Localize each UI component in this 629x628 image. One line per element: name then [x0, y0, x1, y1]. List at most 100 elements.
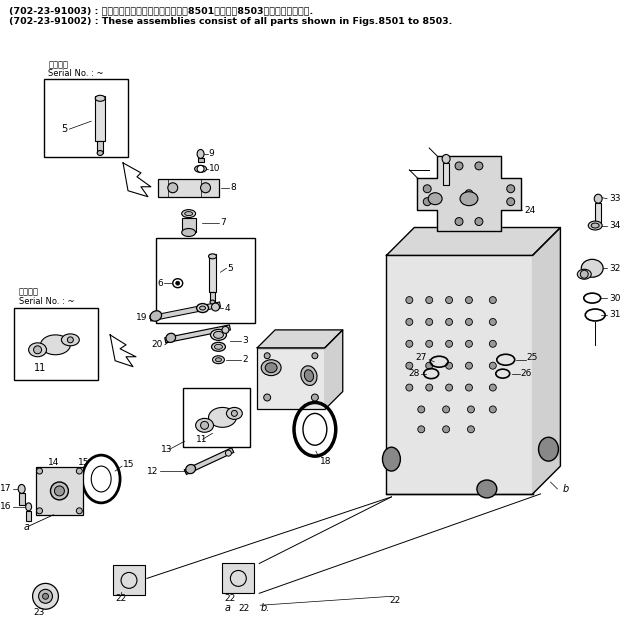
- Circle shape: [36, 468, 43, 474]
- Text: 28: 28: [408, 369, 420, 378]
- Bar: [113, 565, 145, 595]
- Bar: [209, 254, 216, 292]
- Bar: [386, 256, 533, 494]
- Circle shape: [406, 318, 413, 325]
- Ellipse shape: [197, 303, 209, 313]
- Circle shape: [201, 183, 211, 193]
- Bar: [595, 203, 601, 222]
- Ellipse shape: [261, 360, 281, 376]
- Circle shape: [67, 337, 74, 343]
- Text: 16: 16: [0, 502, 12, 511]
- Text: 適用号機: 適用号機: [48, 60, 69, 69]
- Ellipse shape: [173, 279, 182, 288]
- Bar: [26, 511, 31, 521]
- Text: 32: 32: [609, 264, 620, 273]
- Circle shape: [465, 362, 472, 369]
- Text: 1: 1: [331, 373, 338, 382]
- Ellipse shape: [460, 192, 478, 205]
- Ellipse shape: [577, 269, 591, 279]
- Circle shape: [55, 486, 64, 496]
- Circle shape: [418, 406, 425, 413]
- Polygon shape: [417, 156, 521, 232]
- Ellipse shape: [196, 418, 213, 432]
- Text: 10: 10: [209, 165, 220, 173]
- Ellipse shape: [194, 165, 206, 172]
- Ellipse shape: [210, 300, 215, 304]
- Circle shape: [467, 426, 474, 433]
- Text: 23: 23: [33, 608, 44, 617]
- Circle shape: [489, 318, 496, 325]
- Circle shape: [443, 426, 450, 433]
- Text: 12: 12: [147, 467, 158, 475]
- Circle shape: [489, 296, 496, 303]
- Ellipse shape: [211, 342, 225, 351]
- Text: 2: 2: [242, 355, 248, 364]
- Text: (702-23-91002) : These assemblies consist of all parts shown in Figs.8501 to 850: (702-23-91002) : These assemblies consis…: [9, 17, 452, 26]
- Text: 22: 22: [116, 594, 126, 603]
- Circle shape: [507, 185, 515, 193]
- Ellipse shape: [591, 223, 599, 228]
- Ellipse shape: [182, 229, 196, 237]
- Text: a: a: [225, 604, 230, 613]
- Text: 17: 17: [0, 484, 12, 494]
- Text: 3: 3: [242, 337, 248, 345]
- Text: 15: 15: [123, 460, 135, 468]
- Polygon shape: [386, 227, 560, 256]
- Bar: [36, 467, 83, 515]
- Ellipse shape: [213, 355, 225, 364]
- Circle shape: [406, 296, 413, 303]
- Circle shape: [423, 185, 431, 193]
- Text: (702-23-91003) : これらのアセンブリの構成品は図8501図から図8503まででございます.: (702-23-91003) : これらのアセンブリの構成品は図8501図から図…: [9, 6, 313, 15]
- Ellipse shape: [209, 408, 237, 427]
- Circle shape: [445, 340, 452, 347]
- Ellipse shape: [95, 95, 105, 101]
- Ellipse shape: [477, 480, 497, 498]
- Text: 6: 6: [157, 279, 163, 288]
- Circle shape: [443, 406, 450, 413]
- Bar: [210, 292, 215, 302]
- Ellipse shape: [581, 259, 603, 277]
- Circle shape: [475, 217, 483, 225]
- Ellipse shape: [588, 221, 602, 230]
- Circle shape: [36, 508, 43, 514]
- Text: 25: 25: [526, 353, 538, 362]
- Text: 4: 4: [225, 303, 230, 313]
- Polygon shape: [325, 330, 343, 409]
- Text: 7: 7: [220, 218, 226, 227]
- Text: 14: 14: [48, 458, 59, 467]
- Circle shape: [465, 296, 472, 303]
- Ellipse shape: [62, 334, 79, 346]
- Circle shape: [201, 421, 209, 430]
- Ellipse shape: [18, 484, 25, 494]
- Circle shape: [406, 340, 413, 347]
- Bar: [14, 308, 98, 379]
- Ellipse shape: [382, 447, 401, 471]
- Bar: [158, 179, 220, 197]
- Ellipse shape: [97, 151, 103, 156]
- Ellipse shape: [538, 437, 559, 461]
- Ellipse shape: [186, 465, 196, 474]
- Circle shape: [175, 281, 180, 285]
- Bar: [182, 217, 196, 232]
- Text: b: b: [562, 484, 569, 494]
- Bar: [43, 79, 128, 157]
- Ellipse shape: [199, 306, 206, 310]
- Ellipse shape: [594, 194, 602, 203]
- Circle shape: [33, 583, 58, 609]
- Circle shape: [168, 183, 178, 193]
- Text: 9: 9: [209, 149, 214, 158]
- Ellipse shape: [40, 335, 70, 355]
- Ellipse shape: [166, 333, 175, 342]
- Circle shape: [489, 362, 496, 369]
- Polygon shape: [533, 227, 560, 494]
- Ellipse shape: [150, 311, 162, 322]
- Ellipse shape: [26, 503, 31, 511]
- Circle shape: [445, 362, 452, 369]
- Ellipse shape: [222, 327, 229, 333]
- Circle shape: [489, 406, 496, 413]
- Bar: [223, 563, 254, 593]
- Text: 33: 33: [609, 194, 621, 203]
- Circle shape: [455, 217, 463, 225]
- Circle shape: [311, 394, 318, 401]
- Text: 19: 19: [136, 313, 148, 322]
